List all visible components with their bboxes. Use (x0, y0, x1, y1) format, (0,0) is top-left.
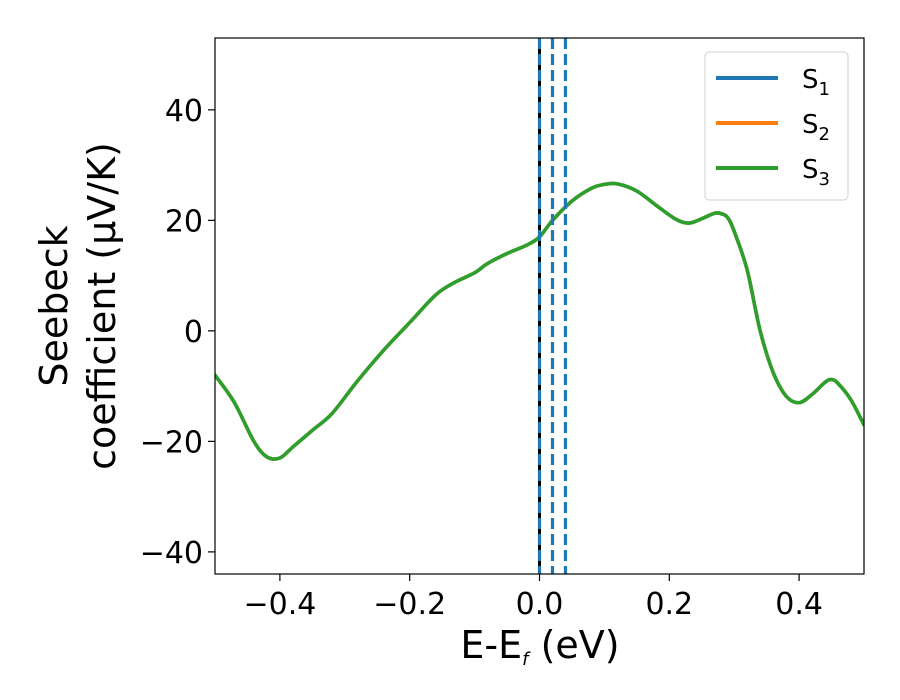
y-axis: −40 −20 0 20 40 (140, 94, 215, 571)
plot-area (215, 38, 864, 574)
y-tick-label: 40 (165, 94, 203, 129)
x-axis: −0.4 −0.2 0.0 0.2 0.4 (243, 574, 823, 622)
legend-label-s3: S3 (802, 155, 830, 190)
legend: S1 S2 S3 (704, 51, 849, 201)
y-axis-label-line2: coefficient (μV/K) (80, 142, 124, 470)
series-line-s3 (215, 181, 864, 461)
y-tick-label: −40 (140, 536, 203, 571)
y-tick-label: 20 (165, 204, 203, 239)
y-axis-label-line1: Seebeck (32, 225, 76, 386)
x-tick-label: 0.0 (516, 587, 564, 622)
x-tick-label: −0.4 (243, 587, 316, 622)
y-axis-label: Seebeck coefficient (μV/K) (32, 142, 124, 470)
y-tick-label: 0 (184, 315, 203, 350)
legend-label-s2: S2 (802, 110, 830, 145)
x-tick-label: −0.2 (373, 587, 446, 622)
legend-label-s1: S1 (802, 65, 830, 100)
x-axis-label: E-Ef (eV) (460, 623, 619, 670)
legend-box (704, 51, 849, 201)
x-tick-label: 0.2 (645, 587, 693, 622)
x-tick-label: 0.4 (775, 587, 823, 622)
y-tick-label: −20 (140, 425, 203, 460)
